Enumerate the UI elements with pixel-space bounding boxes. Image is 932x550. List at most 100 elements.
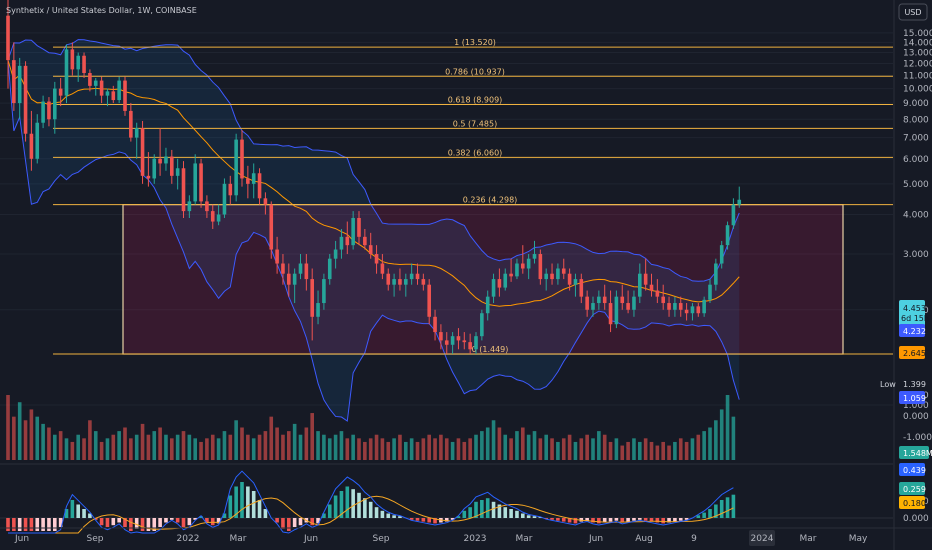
currency-button[interactable]: USD xyxy=(898,3,928,21)
candle-body xyxy=(111,91,116,101)
osc-bar xyxy=(322,513,326,518)
candle-body xyxy=(175,168,180,176)
osc-bar xyxy=(643,518,648,521)
candle-body xyxy=(649,284,654,291)
volume-bar xyxy=(333,434,338,460)
candle-body xyxy=(468,342,472,350)
volume-bar xyxy=(152,431,157,460)
volume-bar xyxy=(228,434,233,460)
osc-bar xyxy=(310,518,314,526)
candle-body xyxy=(737,199,742,205)
low-badge: 1.399 xyxy=(903,380,926,389)
osc-bar xyxy=(702,512,706,518)
volume-bar xyxy=(608,441,613,460)
osc-bar xyxy=(181,518,186,527)
price-badge-bg xyxy=(899,300,925,326)
osc-bar xyxy=(140,518,145,531)
candle-body xyxy=(58,88,63,96)
volume-bar xyxy=(351,434,355,460)
osc-bar xyxy=(64,509,69,518)
fib-levels: 1 (13.520) 0.786 (10.937) 0.618 (8.909) 0.5… xyxy=(53,38,893,355)
volume-bar xyxy=(199,441,203,460)
volume-bar xyxy=(53,434,57,460)
osc-tick-label: 0.000 xyxy=(903,514,929,524)
volume-bar xyxy=(281,434,285,460)
candle-body xyxy=(374,254,379,264)
candle-body xyxy=(719,245,724,264)
osc-bar xyxy=(626,518,630,522)
volume-bar xyxy=(684,441,689,460)
osc-bar xyxy=(333,495,338,518)
candle-body xyxy=(526,258,531,269)
candle-body xyxy=(152,158,157,179)
candle-body xyxy=(158,158,162,164)
price-tick-label: 7.000 xyxy=(903,134,929,144)
osc-bar xyxy=(316,518,320,524)
volume-bar xyxy=(240,427,244,460)
candle-body xyxy=(579,279,584,297)
candle-body xyxy=(333,249,338,259)
volume-bar xyxy=(193,438,197,460)
osc-bar xyxy=(193,518,197,520)
candle-body xyxy=(643,273,648,285)
volume-bar xyxy=(386,441,391,460)
osc-bar xyxy=(444,518,449,522)
time-axis: Jun Sep 2022 Mar Jun Sep 2023 Mar Jun Aug 9 2024 Mar… xyxy=(0,527,932,546)
volume-bar xyxy=(602,434,607,460)
osc-bar xyxy=(480,500,484,518)
volume-bar xyxy=(415,441,420,460)
price-tick-label: 5.000 xyxy=(903,180,929,190)
volume-bar xyxy=(47,427,51,460)
candle-body xyxy=(439,332,443,341)
price-badge: 4.453 xyxy=(903,304,926,313)
fib-label: 0 (1.449) xyxy=(472,345,509,354)
volume-bar xyxy=(526,434,531,460)
candle-body xyxy=(327,258,332,280)
candle-body xyxy=(269,204,274,250)
osc-bar xyxy=(210,518,215,526)
osc-bar xyxy=(538,517,543,518)
osc-bar xyxy=(608,518,613,522)
fib-label: 1 (13.520) xyxy=(454,38,496,47)
time-tick-label: Mar xyxy=(800,534,817,544)
candle-body xyxy=(638,273,642,297)
volume-bar xyxy=(409,438,414,460)
candle-body xyxy=(210,211,215,222)
osc-bar xyxy=(257,500,262,518)
candle-body xyxy=(550,273,554,280)
candle-body xyxy=(690,306,695,314)
osc-bar xyxy=(53,518,57,531)
volume-bar xyxy=(702,431,706,460)
volume-bar xyxy=(444,438,449,460)
osc-bar xyxy=(35,518,40,531)
volume-bar xyxy=(357,438,361,460)
osc-bar xyxy=(287,518,291,531)
candle-body xyxy=(521,263,525,269)
candle-body xyxy=(339,236,344,250)
osc-1-badge: 0.439 xyxy=(903,466,926,475)
volume-bar xyxy=(327,438,332,460)
candle-body xyxy=(29,133,34,159)
volume-bar xyxy=(591,438,595,460)
volume-bar xyxy=(93,431,98,460)
price-tick-label: 12.000 xyxy=(903,60,932,70)
volume-bar xyxy=(164,434,168,460)
osc-bar xyxy=(708,509,712,518)
osc-bar xyxy=(544,518,548,519)
volume-bar xyxy=(88,420,92,460)
bb-lower-badge-bg xyxy=(899,391,925,404)
osc-bar xyxy=(246,486,250,518)
volume-bar xyxy=(480,431,484,460)
volume-bar xyxy=(374,434,379,460)
osc-bar xyxy=(515,510,519,518)
volume-bar xyxy=(532,431,537,460)
osc-bar xyxy=(99,518,104,526)
osc-bar xyxy=(602,518,607,523)
candle-body xyxy=(602,296,607,304)
osc-bar xyxy=(93,518,98,520)
time-tick-label: Sep xyxy=(87,534,104,544)
candle-body xyxy=(462,340,467,343)
volume-bar xyxy=(503,434,508,460)
